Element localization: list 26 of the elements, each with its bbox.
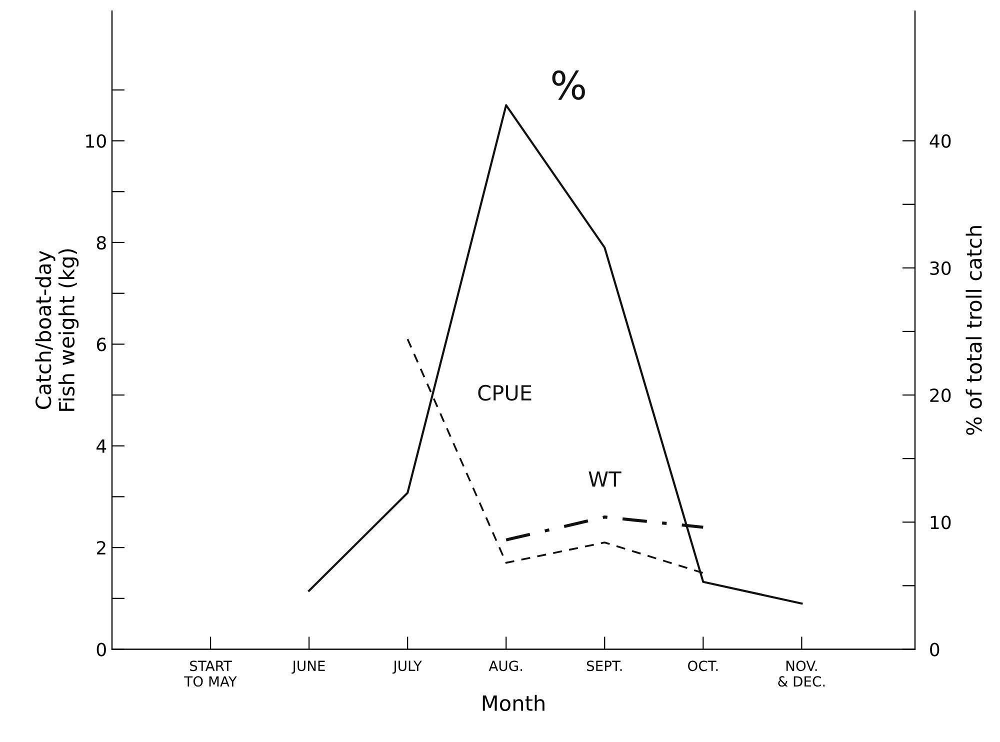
x-tick-label: JULY	[392, 660, 422, 674]
y2-tick-label: 20	[930, 388, 951, 402]
x-tick-label: OCT.	[688, 660, 718, 672]
y-tick-label: 2	[96, 541, 106, 554]
y2-tick-label: 30	[930, 261, 951, 276]
x-axis-title: Month	[482, 694, 544, 712]
y-tick-label: 10	[86, 134, 106, 148]
y-tick-label: 0	[96, 642, 106, 656]
series-label: %	[552, 70, 585, 100]
y-tick-label: 4	[96, 440, 106, 453]
x-tick-label: JUNE	[292, 660, 325, 674]
y2-tick-label: 40	[930, 134, 951, 148]
x-tick-label: NOV. & DEC.	[778, 660, 825, 687]
y-axis-title: Catch/boat-day Fish weight (kg)	[35, 249, 79, 411]
x-tick-label: AUG.	[488, 660, 522, 672]
y2-tick-label: 10	[930, 516, 951, 530]
y-tick-label: 8	[96, 236, 106, 250]
y2-tick-label: 0	[930, 642, 940, 656]
line-series	[406, 338, 704, 574]
y-tick-label: 6	[96, 338, 106, 352]
x-tick-label: START TO MAY	[184, 660, 237, 687]
series-label: CPUE	[478, 384, 532, 401]
y2-axis-title: % of total troll catch	[966, 226, 982, 435]
series-label: WT	[588, 472, 622, 487]
x-tick-label: SEPT.	[586, 660, 622, 672]
line-series	[308, 104, 803, 605]
